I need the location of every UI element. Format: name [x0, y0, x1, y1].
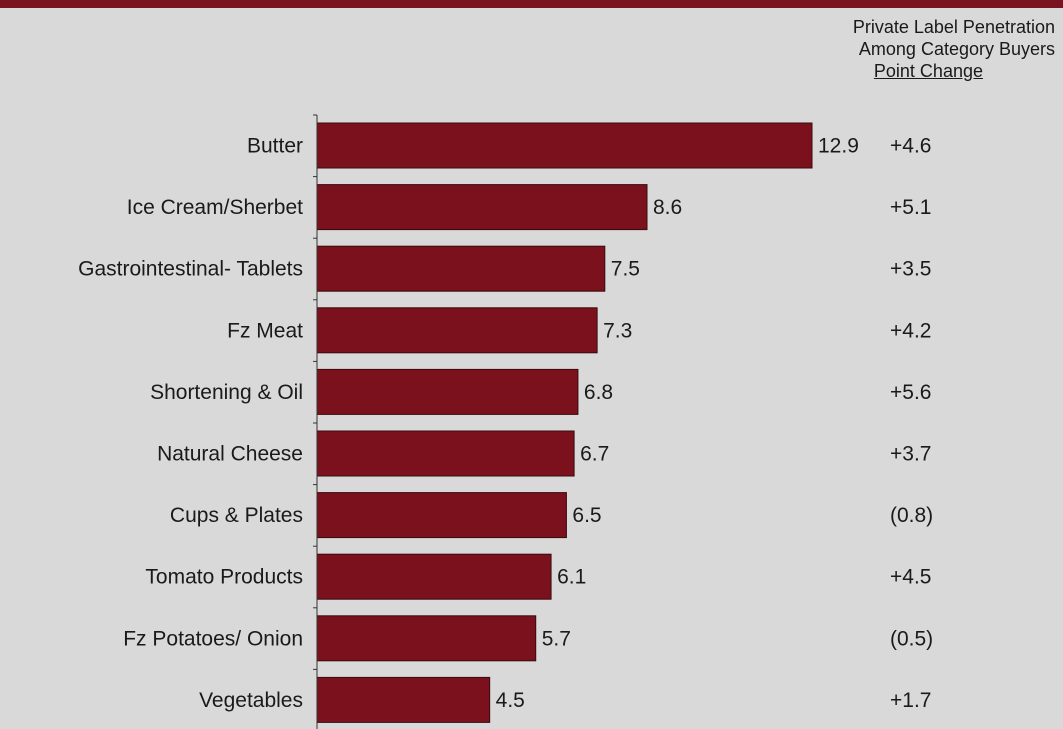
category-label: Butter [247, 135, 303, 158]
category-label: Vegetables [199, 689, 303, 712]
value-label: 6.7 [580, 443, 609, 466]
value-label: 8.6 [653, 196, 682, 219]
bar-8 [316, 615, 537, 662]
value-label: 7.5 [611, 258, 640, 281]
bar-7 [316, 553, 552, 600]
bar-2 [316, 245, 606, 292]
category-label: Shortening & Oil [150, 381, 303, 404]
value-label: 6.8 [584, 381, 613, 404]
value-label: 6.5 [572, 504, 601, 527]
category-label: Natural Cheese [157, 443, 303, 466]
point-change-label: +4.6 [890, 135, 931, 158]
point-change-label: +1.7 [890, 689, 931, 712]
bar-0 [316, 122, 813, 169]
point-change-label: (0.5) [890, 627, 933, 650]
category-label: Cups & Plates [170, 504, 303, 527]
category-label: Ice Cream/Sherbet [127, 196, 303, 219]
point-change-label: (0.8) [890, 504, 933, 527]
column-header-line-1: Private Label Penetration [852, 17, 1055, 37]
bar-1 [316, 184, 648, 231]
value-label: 5.7 [542, 627, 571, 650]
top-accent-bar [0, 0, 1063, 8]
bar-5 [316, 430, 575, 477]
category-label: Tomato Products [145, 566, 303, 589]
point-change-label: +4.2 [890, 319, 931, 342]
bar-4 [316, 368, 579, 415]
point-change-label: +5.6 [890, 381, 931, 404]
bar-9 [316, 676, 491, 723]
column-header-point-change: Point Change [873, 61, 983, 81]
category-label: Gastrointestinal- Tablets [78, 258, 303, 281]
point-change-label: +3.7 [890, 443, 931, 466]
point-change-label: +4.5 [890, 566, 931, 589]
category-label: Fz Potatoes/ Onion [123, 627, 303, 650]
point-change-label: +3.5 [890, 258, 931, 281]
bar-3 [316, 307, 598, 354]
value-label: 7.3 [603, 319, 632, 342]
category-axis [313, 114, 318, 729]
value-label: 6.1 [557, 566, 586, 589]
labels-layer: Butter 12.9 +4.6 Ice Cream/Sherbet 8.6 +5.1 Ga… [78, 135, 933, 712]
value-label: 4.5 [496, 689, 525, 712]
category-label: Fz Meat [227, 319, 303, 342]
bars-layer [316, 122, 813, 723]
point-change-label: +5.1 [890, 196, 931, 219]
column-header-line-2: Among Category Buyers [858, 39, 1055, 59]
value-label: 12.9 [818, 135, 859, 158]
bar-6 [316, 492, 567, 539]
